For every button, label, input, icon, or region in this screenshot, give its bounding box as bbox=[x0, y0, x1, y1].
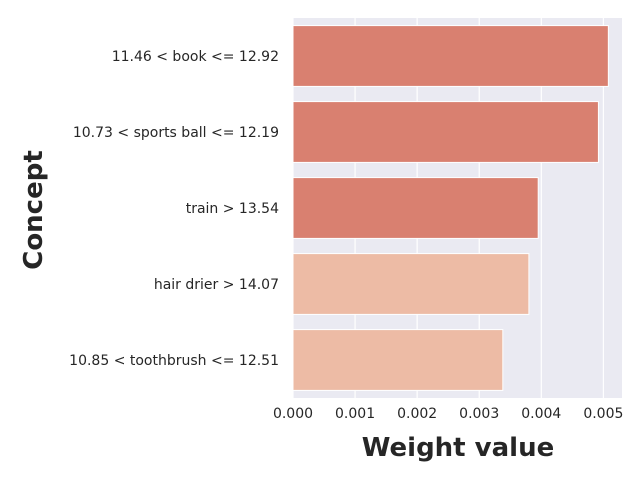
y-axis-label: Concept bbox=[19, 150, 49, 270]
x-tick-labels: 0.000 0.001 0.002 0.003 0.004 0.005 bbox=[273, 406, 623, 422]
x-tick-label: 0.001 bbox=[335, 406, 375, 422]
x-tick-label: 0.000 bbox=[273, 406, 313, 422]
bar bbox=[292, 329, 504, 391]
x-tick-label: 0.005 bbox=[583, 406, 623, 422]
bar bbox=[292, 101, 599, 163]
y-tick-label: 10.85 < toothbrush <= 12.51 bbox=[69, 353, 279, 369]
x-axis-label: Weight value bbox=[362, 433, 554, 463]
x-tick-label: 0.004 bbox=[521, 406, 561, 422]
x-tick-label: 0.003 bbox=[459, 406, 499, 422]
bar bbox=[292, 25, 609, 87]
y-tick-label: 11.46 < book <= 12.92 bbox=[112, 49, 279, 65]
bar bbox=[292, 253, 530, 315]
y-tick-labels: 11.46 < book <= 12.92 10.73 < sports ball… bbox=[69, 49, 279, 369]
y-tick-label: hair drier > 14.07 bbox=[154, 277, 279, 293]
x-tick-label: 0.002 bbox=[397, 406, 437, 422]
y-tick-label: train > 13.54 bbox=[186, 201, 279, 217]
bars bbox=[292, 25, 609, 391]
y-tick-label: 10.73 < sports ball <= 12.19 bbox=[73, 125, 279, 141]
bar bbox=[292, 177, 539, 239]
